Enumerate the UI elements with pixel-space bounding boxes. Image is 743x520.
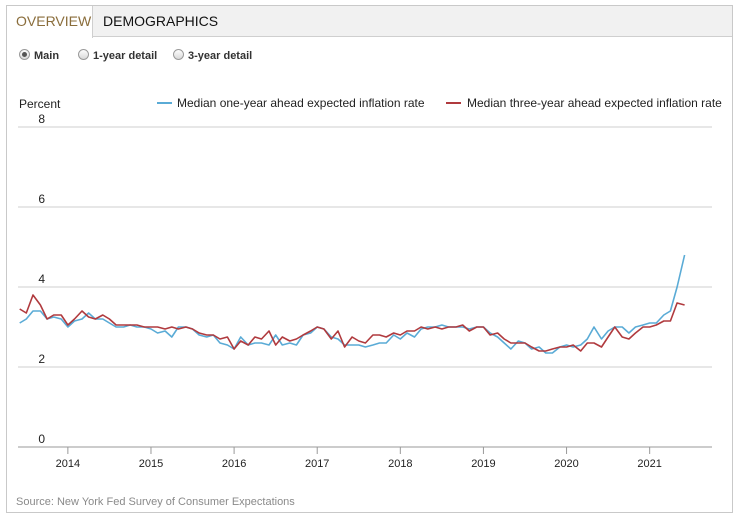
radio-unselected-icon — [78, 49, 89, 60]
x-tick-label: 2015 — [139, 458, 163, 470]
y-tick-label: 0 — [38, 432, 45, 446]
y-tick-label: 2 — [38, 352, 45, 366]
x-tick-label: 2019 — [471, 458, 495, 470]
radio-1-year-detail-label: 1-year detail — [93, 50, 158, 62]
legend-label: Median one-year ahead expected inflation… — [177, 96, 425, 110]
x-tick-label: 2021 — [637, 458, 661, 470]
chart-panel: OVERVIEW DEMOGRAPHICS Main 1-year detail… — [6, 5, 733, 513]
x-tick-label: 2017 — [305, 458, 329, 470]
series-line-one-year — [19, 254, 686, 354]
tab-bar: OVERVIEW DEMOGRAPHICS — [7, 6, 732, 38]
x-tick-label: 2018 — [388, 458, 412, 470]
y-tick-label: 4 — [38, 272, 45, 286]
tab-demographics[interactable]: DEMOGRAPHICS — [103, 13, 219, 29]
radio-unselected-icon — [173, 49, 184, 60]
x-tick-label: 2020 — [554, 458, 578, 470]
x-tick-label: 2014 — [56, 458, 80, 470]
y-tick-label: 6 — [38, 192, 45, 206]
series-line-three-year — [19, 294, 685, 352]
legend-label: Median three-year ahead expected inflati… — [467, 96, 722, 110]
y-tick-label: 8 — [38, 112, 45, 126]
x-tick-label: 2016 — [222, 458, 246, 470]
radio-selected-icon — [19, 49, 30, 60]
source-note: Source: New York Fed Survey of Consumer … — [16, 496, 295, 508]
inflation-chart: Percent 0 2 4 6 8 2014 2015 2016 2017 2018 2019 2020… — [18, 96, 722, 470]
radio-3-year-detail-label: 3-year detail — [188, 50, 253, 62]
y-axis-label: Percent — [19, 97, 61, 111]
radio-main-label: Main — [34, 50, 60, 62]
tab-overview[interactable]: OVERVIEW — [7, 6, 93, 38]
